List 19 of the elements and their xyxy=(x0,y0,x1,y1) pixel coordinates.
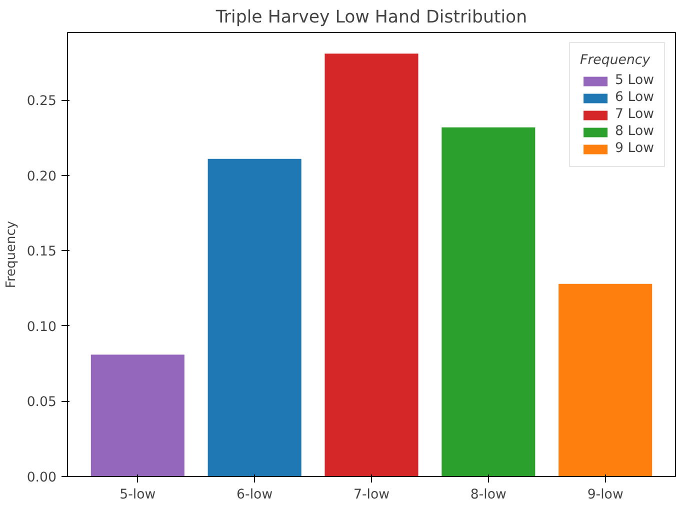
x-tick-label: 9-low xyxy=(587,488,624,502)
y-axis-title: Frequency xyxy=(4,220,19,288)
y-tick-label: 0.20 xyxy=(26,169,57,184)
x-tick-label: 7-low xyxy=(353,488,390,502)
legend-label: 8 Low xyxy=(615,124,654,139)
x-tick-label: 5-low xyxy=(120,488,156,502)
y-tick-label: 0.00 xyxy=(26,470,57,486)
x-tick-label: 6-low xyxy=(236,488,273,502)
legend-label: 6 Low xyxy=(615,90,654,105)
y-tick-label: 0.25 xyxy=(26,94,57,110)
y-tick-label: 0.15 xyxy=(26,244,57,260)
legend-title: Frequency xyxy=(580,53,652,68)
legend-label: 7 Low xyxy=(615,107,654,122)
y-tick-label: 0.05 xyxy=(26,395,57,410)
legend-label: 5 Low xyxy=(615,73,654,88)
legend-label: 9 Low xyxy=(615,141,654,156)
y-tick-label: 0.10 xyxy=(26,320,57,335)
chart-title: Triple Harvey Low Hand Distribution xyxy=(214,8,528,28)
x-tick-label: 8-low xyxy=(470,488,507,502)
